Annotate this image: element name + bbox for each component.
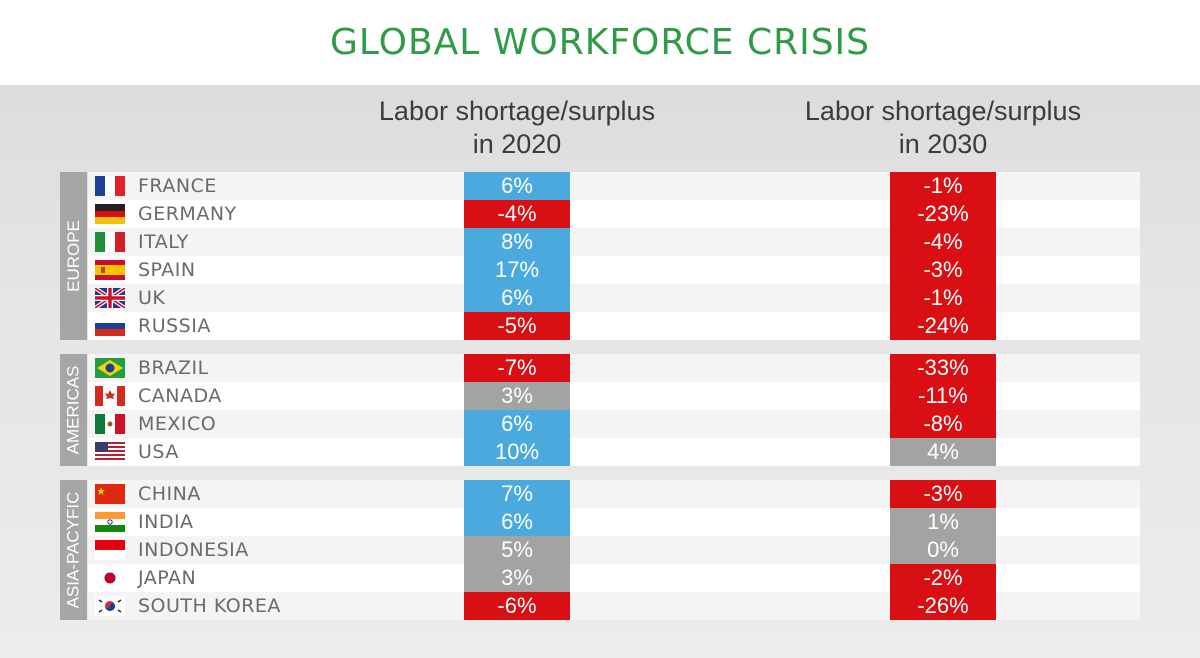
region-tab-asia-pacyfic: ASIA-PACYFIC xyxy=(60,480,87,620)
value-2030: 4% xyxy=(890,438,996,466)
country-name: MEXICO xyxy=(138,413,217,435)
value-2030: -2% xyxy=(890,564,996,592)
country-name: JAPAN xyxy=(138,567,197,589)
table-row: USA 10% 4% xyxy=(88,438,1140,466)
value-2020: 7% xyxy=(464,480,570,508)
country-name: FRANCE xyxy=(138,175,217,197)
country-name: RUSSIA xyxy=(138,315,211,337)
russia-flag-icon xyxy=(95,316,125,336)
region-tab-europe: EUROPE xyxy=(60,172,87,340)
value-2020: 6% xyxy=(464,284,570,312)
indonesia-flag-icon xyxy=(95,540,125,560)
brazil-flag-icon xyxy=(95,358,125,378)
italy-flag-icon xyxy=(95,232,125,252)
france-flag-icon xyxy=(95,176,125,196)
region-label: EUROPE xyxy=(63,220,83,292)
value-2020: 6% xyxy=(464,410,570,438)
table-row: CANADA 3% -11% xyxy=(88,382,1140,410)
region-tab-americas: AMERICAS xyxy=(60,354,87,466)
column-header-2030: Labor shortage/surplus in 2030 xyxy=(783,95,1103,161)
country-name: BRAZIL xyxy=(138,357,209,379)
value-2020: 6% xyxy=(464,508,570,536)
japan-flag-icon xyxy=(95,568,125,588)
table-row: SOUTH KOREA -6% -26% xyxy=(88,592,1140,620)
table-row: JAPAN 3% -2% xyxy=(88,564,1140,592)
country-name: INDIA xyxy=(138,511,194,533)
value-2030: 0% xyxy=(890,536,996,564)
table-row: BRAZIL -7% -33% xyxy=(88,354,1140,382)
country-name: SOUTH KOREA xyxy=(138,595,281,617)
value-2030: -3% xyxy=(890,480,996,508)
value-2030: -24% xyxy=(890,312,996,340)
country-name: INDONESIA xyxy=(138,539,249,561)
value-2020: 8% xyxy=(464,228,570,256)
country-name: UK xyxy=(138,287,166,309)
column-header-2020-line2: in 2020 xyxy=(472,129,562,159)
table-row: GERMANY -4% -23% xyxy=(88,200,1140,228)
value-2020: 5% xyxy=(464,536,570,564)
spain-flag-icon xyxy=(95,260,125,280)
value-2030: -23% xyxy=(890,200,996,228)
country-name: CHINA xyxy=(138,483,201,505)
table-row: ITALY 8% -4% xyxy=(88,228,1140,256)
value-2020: -5% xyxy=(464,312,570,340)
value-2030: -3% xyxy=(890,256,996,284)
table-row: FRANCE 6% -1% xyxy=(88,172,1140,200)
country-name: ITALY xyxy=(138,231,189,253)
canada-flag-icon xyxy=(95,386,125,406)
table-row: RUSSIA -5% -24% xyxy=(88,312,1140,340)
germany-flag-icon xyxy=(95,204,125,224)
column-header-2030-line2: in 2030 xyxy=(898,129,988,159)
column-header-2020: Labor shortage/surplus in 2020 xyxy=(357,95,677,161)
india-flag-icon xyxy=(95,512,125,532)
value-2030: -11% xyxy=(890,382,996,410)
region-label: AMERICAS xyxy=(63,365,83,455)
value-2020: 17% xyxy=(464,256,570,284)
country-name: SPAIN xyxy=(138,259,196,281)
value-2030: -33% xyxy=(890,354,996,382)
value-2030: -1% xyxy=(890,284,996,312)
value-2030: 1% xyxy=(890,508,996,536)
table-row: INDIA 6% 1% xyxy=(88,508,1140,536)
usa-flag-icon xyxy=(95,442,125,462)
country-name: CANADA xyxy=(138,385,222,407)
value-2030: -26% xyxy=(890,592,996,620)
value-2020: 6% xyxy=(464,172,570,200)
value-2020: 3% xyxy=(464,564,570,592)
value-2030: -8% xyxy=(890,410,996,438)
mexico-flag-icon xyxy=(95,414,125,434)
value-2020: 3% xyxy=(464,382,570,410)
value-2030: -4% xyxy=(890,228,996,256)
value-2030: -1% xyxy=(890,172,996,200)
value-2020: -4% xyxy=(464,200,570,228)
column-header-2020-line1: Labor shortage/surplus xyxy=(378,96,656,126)
page-title: GLOBAL WORKFORCE CRISIS xyxy=(0,0,1200,85)
table-row: INDONESIA 5% 0% xyxy=(88,536,1140,564)
value-2020: -7% xyxy=(464,354,570,382)
south-korea-flag-icon xyxy=(95,596,125,616)
table-row: MEXICO 6% -8% xyxy=(88,410,1140,438)
region-label: ASIA-PACYFIC xyxy=(63,491,83,609)
value-2020: 10% xyxy=(464,438,570,466)
table-row: SPAIN 17% -3% xyxy=(88,256,1140,284)
country-name: USA xyxy=(138,441,179,463)
column-header-2030-line1: Labor shortage/surplus xyxy=(804,96,1082,126)
value-2020: -6% xyxy=(464,592,570,620)
uk-flag-icon xyxy=(95,288,125,308)
table-row: CHINA 7% -3% xyxy=(88,480,1140,508)
china-flag-icon xyxy=(95,484,125,504)
country-name: GERMANY xyxy=(138,203,237,225)
table-row: UK 6% -1% xyxy=(88,284,1140,312)
